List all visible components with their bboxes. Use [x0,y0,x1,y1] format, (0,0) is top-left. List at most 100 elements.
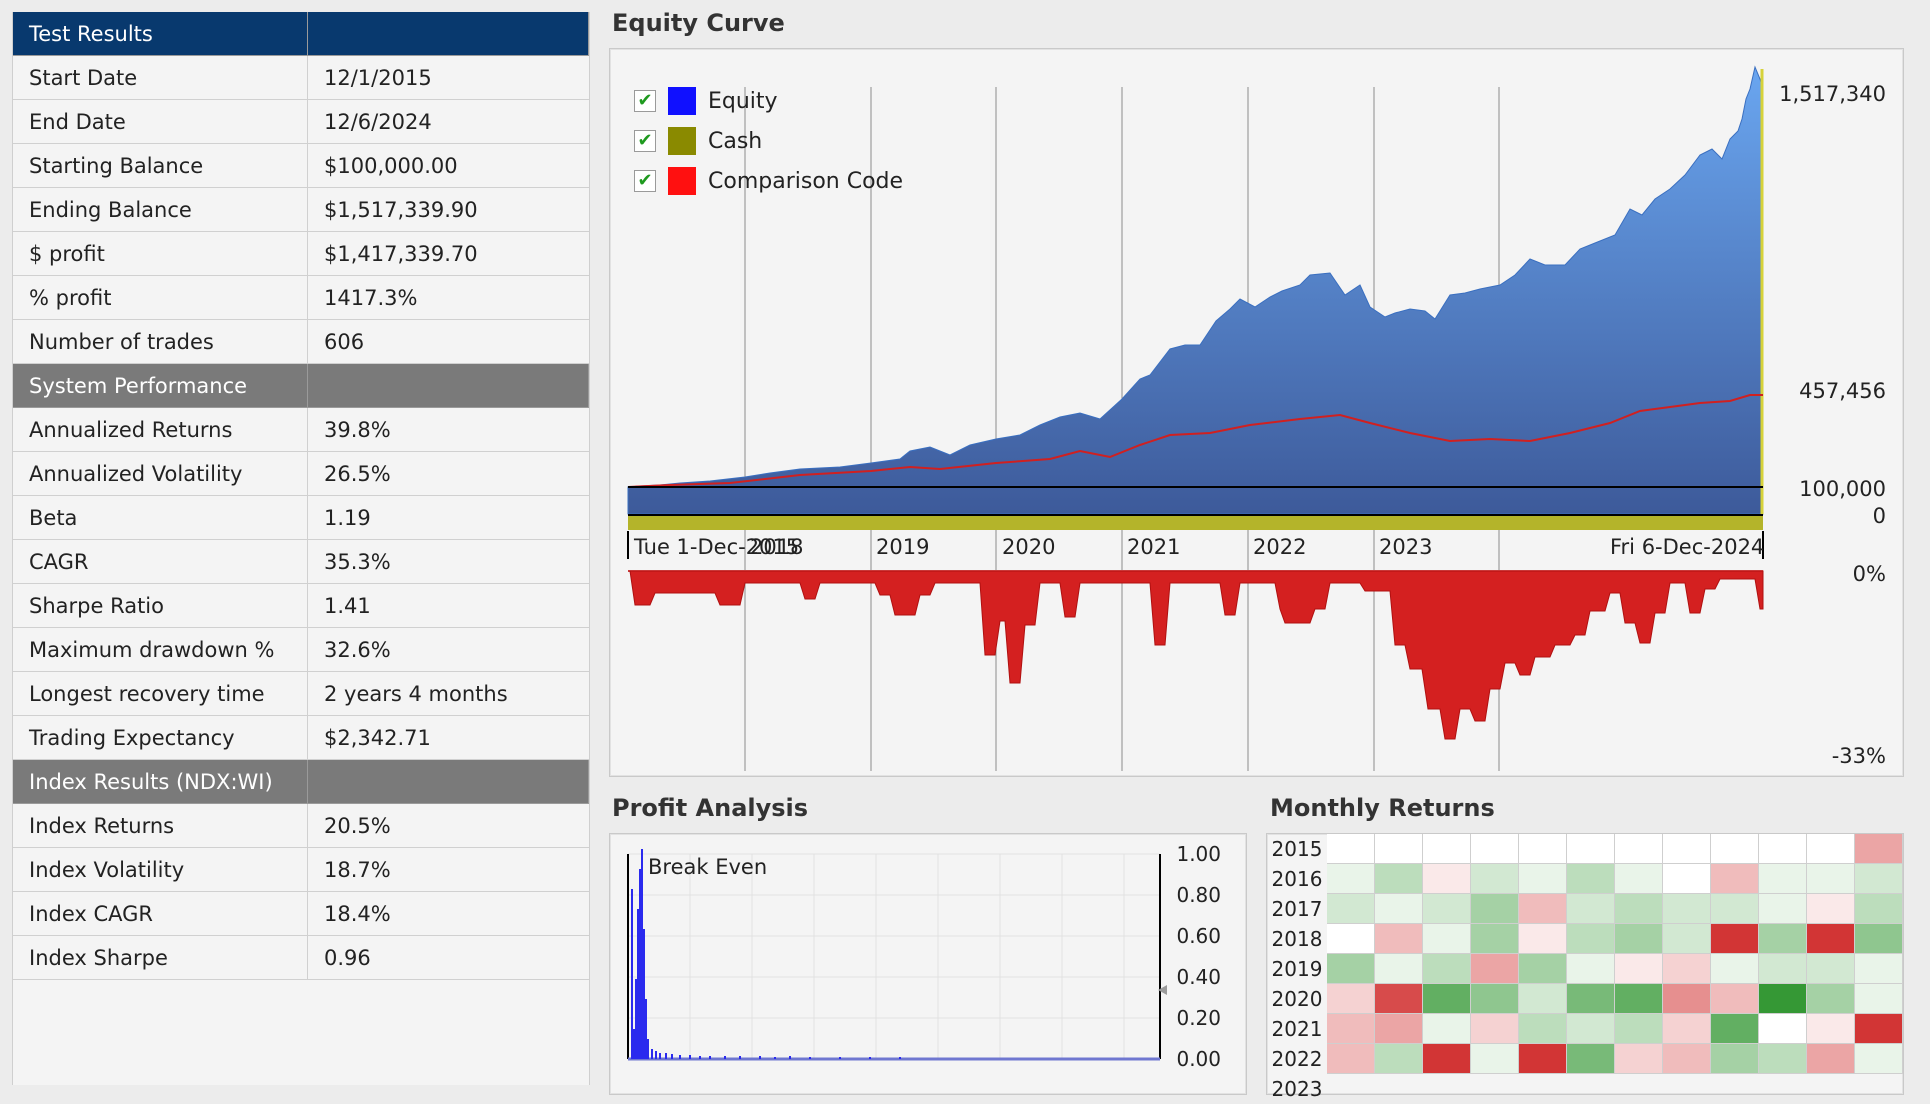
heatmap-year-label: 2017 [1271,897,1323,921]
heatmap-cell [1807,924,1855,954]
heatmap-cell [1375,864,1423,894]
heatmap-cell [1663,834,1711,864]
result-label: Trading Expectancy [13,715,308,760]
heatmap-cell [1855,1044,1903,1074]
checkbox-icon[interactable]: ✔ [634,130,656,152]
result-value [307,759,589,804]
equity-curve-panel: Tue 1-Dec-2015 2018 2019 2020 2021 2022 2023 Fr… [609,48,1904,777]
result-row: CAGR 35.3% [13,539,589,584]
result-label: CAGR [13,539,308,584]
monthly-returns-heatmap: 2015 2016 2017 2018 2019 2020 2021 2022 2023 [1267,834,1903,1104]
heatmap-cell [1759,1014,1807,1044]
legend-item[interactable]: ✔ Equity [634,81,903,121]
heatmap-cell [1423,1014,1471,1044]
heatmap-cell [1615,834,1663,864]
heatmap-year-label: 2023 [1271,1077,1323,1101]
x-axis-label: 2020 [1002,535,1055,559]
heatmap-cell [1519,1044,1567,1074]
heatmap-cell [1663,1014,1711,1044]
result-value [307,12,589,56]
checkbox-icon[interactable]: ✔ [634,90,656,112]
equity-legend: ✔ Equity ✔ Cash ✔ Comparison Code [634,81,903,201]
profit-analysis-chart: Break Even 1.00 0.80 0.60 0.40 0.20 0.00 [627,842,1221,1071]
result-value: 0.96 [307,935,589,980]
heatmap-cell [1855,984,1903,1014]
heatmap-year-label: 2020 [1271,987,1323,1011]
result-value: 18.7% [307,847,589,892]
result-label: Longest recovery time [13,671,308,716]
y-axis-label: 100,000 [1799,477,1886,501]
heatmap-cell [1471,864,1519,894]
heatmap-row: 2020 [1267,984,1903,1014]
profit-analysis-title: Profit Analysis [612,794,809,822]
result-row: % profit 1417.3% [13,275,589,320]
result-value: $1,417,339.70 [307,231,589,276]
slider-marker-icon [1158,985,1167,995]
result-label: End Date [13,99,308,144]
result-value [307,363,589,408]
heatmap-cell [1807,1014,1855,1044]
heatmap-cell [1567,1044,1615,1074]
result-label: Maximum drawdown % [13,627,308,672]
heatmap-year-label: 2018 [1271,927,1323,951]
legend-swatch [668,127,696,155]
legend-item[interactable]: ✔ Cash [634,121,903,161]
result-row: Annualized Returns 39.8% [13,407,589,452]
heatmap-cell [1759,894,1807,924]
x-axis-label: 2023 [1379,535,1432,559]
cash-band [628,516,1763,530]
result-label: Start Date [13,55,308,100]
heatmap-cell [1519,834,1567,864]
result-row: Annualized Volatility 26.5% [13,451,589,496]
drawdown-area [628,570,1764,740]
heatmap-cell [1663,984,1711,1014]
result-label: Number of trades [13,319,308,364]
x-axis-label: 2021 [1127,535,1180,559]
heatmap-cell [1759,954,1807,984]
heatmap-cell [1471,894,1519,924]
x-axis-label: Tue 1-Dec-2015 [633,535,799,559]
heatmap-cell [1567,1014,1615,1044]
heatmap-year-label: 2019 [1271,957,1323,981]
heatmap-cell [1567,894,1615,924]
result-row: Ending Balance $1,517,339.90 [13,187,589,232]
heatmap-cell [1855,1014,1903,1044]
monthly-returns-panel: 2015 2016 2017 2018 2019 2020 2021 2022 2023 [1266,833,1904,1101]
heatmap-cell [1471,834,1519,864]
result-label: Test Results [13,12,308,56]
result-value: 1417.3% [307,275,589,320]
y-axis-label: 0.40 [1176,965,1221,989]
heatmap-cell [1615,984,1663,1014]
y-axis-label: 0.00 [1176,1047,1221,1071]
heatmap-cell [1423,984,1471,1014]
result-row: Maximum drawdown % 32.6% [13,627,589,672]
heatmap-cell [1807,984,1855,1014]
legend-item[interactable]: ✔ Comparison Code [634,161,903,201]
heatmap-cell [1567,924,1615,954]
result-row: End Date 12/6/2024 [13,99,589,144]
heatmap-cell [1327,864,1375,894]
y-axis-label: 0.60 [1176,924,1221,948]
heatmap-cell [1615,954,1663,984]
checkbox-icon[interactable]: ✔ [634,170,656,192]
heatmap-cell [1615,1044,1663,1074]
legend-swatch [668,167,696,195]
result-value: $100,000.00 [307,143,589,188]
heatmap-year-label: 2015 [1271,837,1323,861]
heatmap-cell [1711,864,1759,894]
heatmap-cell [1567,834,1615,864]
heatmap-cell [1759,864,1807,894]
heatmap-cell [1471,984,1519,1014]
legend-label: Cash [708,128,763,154]
result-label: Ending Balance [13,187,308,232]
result-label: Index Volatility [13,847,308,892]
y-axis-label: 0.80 [1176,883,1221,907]
heatmap-row: 2022 [1267,1044,1903,1074]
heatmap-row: 2016 [1267,864,1903,894]
heatmap-cell [1423,1044,1471,1074]
heatmap-cell [1567,984,1615,1014]
legend-swatch [668,87,696,115]
result-row: Longest recovery time 2 years 4 months [13,671,589,716]
result-value: 606 [307,319,589,364]
y-axis-label: 457,456 [1799,379,1886,403]
